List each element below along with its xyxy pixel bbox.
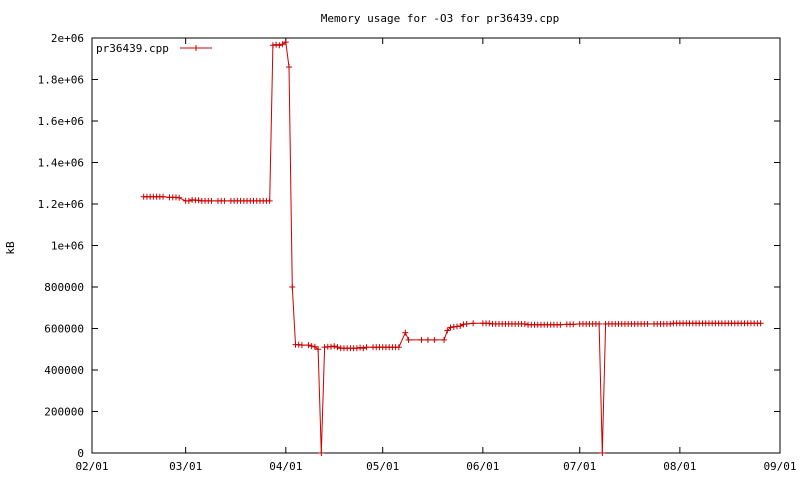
y-tick-label: 2e+06 xyxy=(51,32,84,45)
data-point xyxy=(269,42,276,49)
legend: pr36439.cpp xyxy=(96,42,212,55)
data-point xyxy=(221,197,228,204)
axes: 0 200000 400000 600000 800000 1e+06 1.2e+06 1.4… xyxy=(38,32,797,473)
data-point xyxy=(667,320,674,327)
data-point xyxy=(521,320,528,327)
data-point xyxy=(431,336,438,343)
series-line xyxy=(143,41,761,454)
data-point xyxy=(279,41,286,48)
data-point xyxy=(315,346,322,353)
x-tick-label: 08/01 xyxy=(663,460,696,473)
data-point xyxy=(402,329,409,336)
y-axis-label: kB xyxy=(4,241,17,255)
data-point xyxy=(405,336,412,343)
legend-label: pr36439.cpp xyxy=(96,42,169,55)
data-point xyxy=(334,344,341,351)
data-point xyxy=(596,320,603,327)
data-point xyxy=(424,336,431,343)
x-tick-label: 04/01 xyxy=(269,460,302,473)
data-point xyxy=(463,320,470,327)
data-point xyxy=(298,342,305,349)
y-tick-label: 800000 xyxy=(44,281,84,294)
plot-area xyxy=(91,37,781,454)
data-point xyxy=(557,321,564,328)
data-point xyxy=(360,345,367,352)
data-point xyxy=(266,197,273,204)
data-point xyxy=(160,193,167,200)
y-tick-label: 1.6e+06 xyxy=(38,115,84,128)
data-point xyxy=(176,194,183,201)
x-tick-label: 09/01 xyxy=(763,460,796,473)
data-point xyxy=(276,42,283,49)
data-point xyxy=(395,344,402,351)
data-point xyxy=(308,343,315,350)
data-point xyxy=(757,320,764,327)
y-tick-label: 1e+06 xyxy=(51,240,84,253)
series-layer xyxy=(140,39,764,456)
x-tick-label: 06/01 xyxy=(466,460,499,473)
data-point xyxy=(470,320,477,327)
y-tick-label: 1.2e+06 xyxy=(38,198,84,211)
data-point xyxy=(486,320,493,327)
data-point xyxy=(318,450,325,456)
data-point xyxy=(305,342,312,349)
data-point xyxy=(195,197,202,204)
y-tick-label: 1.4e+06 xyxy=(38,157,84,170)
data-point xyxy=(208,197,215,204)
data-point xyxy=(457,323,464,330)
y-tick-label: 200000 xyxy=(44,406,84,419)
data-point xyxy=(289,284,296,290)
data-point xyxy=(644,320,651,327)
y-tick-label: 1.8e+06 xyxy=(38,74,84,87)
data-point xyxy=(273,41,280,48)
x-tick-label: 03/01 xyxy=(169,460,202,473)
data-point xyxy=(357,344,364,351)
x-tick-label: 05/01 xyxy=(366,460,399,473)
data-point xyxy=(331,343,338,350)
y-tick-label: 600000 xyxy=(44,323,84,336)
data-point xyxy=(353,345,360,352)
data-point xyxy=(328,343,335,350)
data-point xyxy=(441,336,448,343)
data-point xyxy=(185,197,192,204)
data-point xyxy=(363,344,370,351)
x-tick-label: 02/01 xyxy=(75,460,108,473)
data-point xyxy=(599,450,606,456)
chart-title: Memory usage for -O3 for pr36439.cpp xyxy=(321,12,559,25)
x-tick-label: 07/01 xyxy=(563,460,596,473)
data-point xyxy=(282,39,289,46)
y-tick-label: 0 xyxy=(77,447,84,460)
data-point xyxy=(444,327,451,334)
y-tick-label: 400000 xyxy=(44,364,84,377)
data-point xyxy=(447,324,454,331)
data-point xyxy=(311,343,318,350)
data-point xyxy=(570,321,577,328)
data-point xyxy=(418,336,425,343)
data-point xyxy=(286,64,293,71)
